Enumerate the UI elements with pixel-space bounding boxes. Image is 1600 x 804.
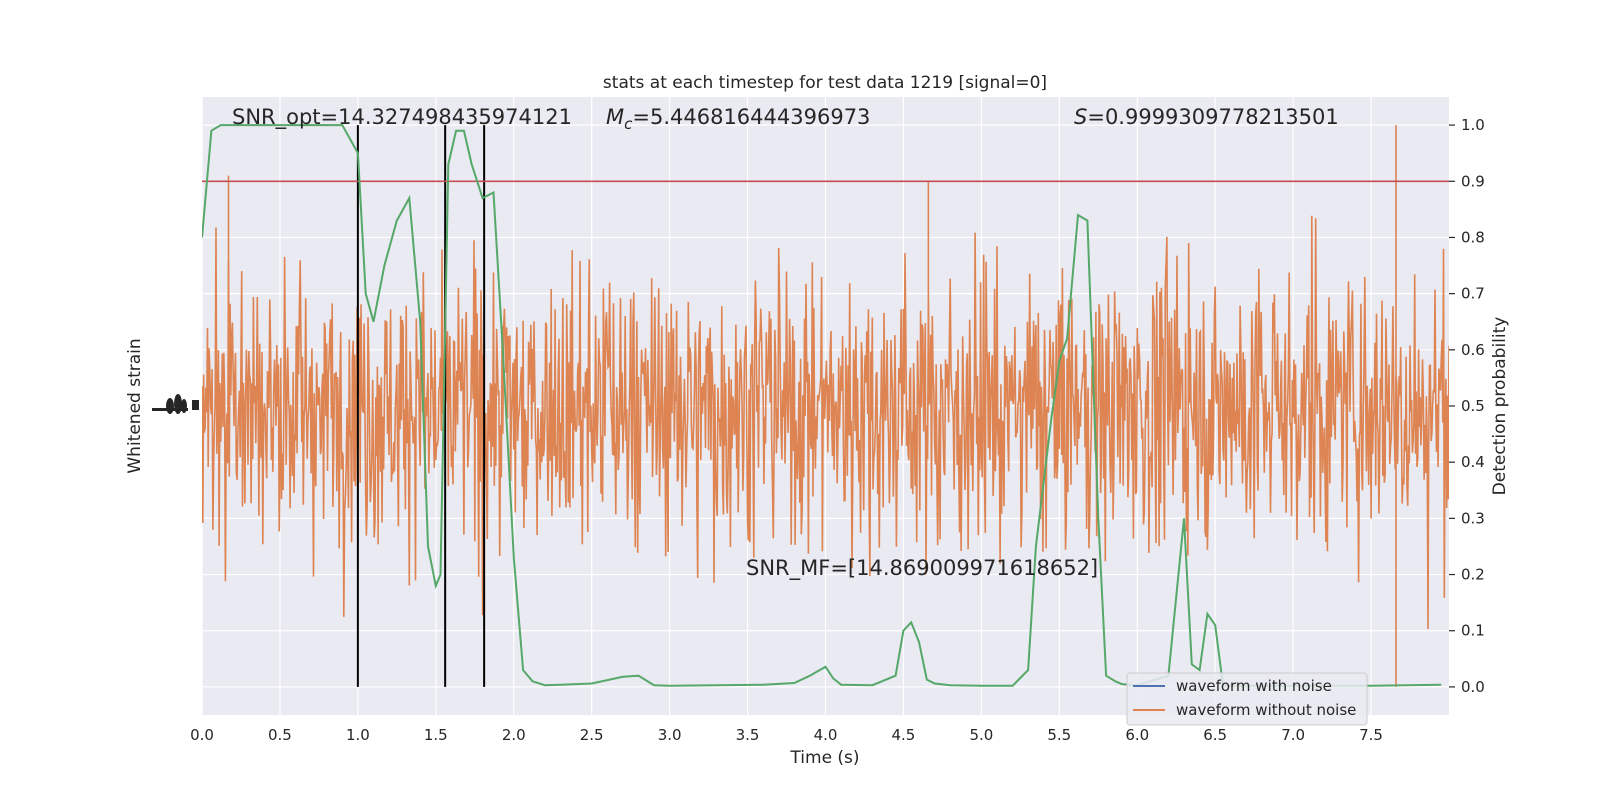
y-right-axis-ticks: 0.0 0.1 0.2 0.3 0.4 0.5 0.6 0.7 0.8 0.9 1.0 bbox=[1449, 116, 1485, 696]
mc-subscript: c bbox=[624, 115, 633, 133]
x-tick-label: 6.0 bbox=[1125, 726, 1149, 744]
x-tick-label: 5.5 bbox=[1047, 726, 1071, 744]
x-axis-label: Time (s) bbox=[789, 748, 859, 768]
y-tick-label: 0.3 bbox=[1461, 509, 1485, 527]
left-axis-overlapping-ticks bbox=[152, 394, 199, 414]
x-tick-label: 0.0 bbox=[190, 726, 214, 744]
y-axis-right-label: Detection probability bbox=[1490, 317, 1510, 496]
x-tick-label: 1.0 bbox=[346, 726, 370, 744]
y-tick-label: 0.8 bbox=[1461, 228, 1485, 246]
x-tick-label: 5.0 bbox=[969, 726, 993, 744]
legend-box bbox=[1126, 672, 1368, 726]
y-tick-label: 1.0 bbox=[1461, 116, 1485, 134]
x-tick-label: 3.0 bbox=[658, 726, 682, 744]
y-tick-label: 0.9 bbox=[1461, 172, 1485, 190]
snr-opt-annotation: SNR_opt=14.327498435974121 bbox=[232, 105, 572, 130]
x-tick-label: 2.5 bbox=[580, 726, 604, 744]
x-axis-ticks: 0.0 0.5 1.0 1.5 2.0 2.5 3.0 3.5 4.0 4.5 5.0 5.5 6.0 6… bbox=[190, 726, 1383, 744]
x-tick-label: 6.5 bbox=[1203, 726, 1227, 744]
y-tick-label: 0.1 bbox=[1461, 622, 1485, 640]
x-tick-label: 1.5 bbox=[424, 726, 448, 744]
mc-symbol: M bbox=[606, 105, 624, 129]
x-tick-label: 4.0 bbox=[814, 726, 838, 744]
noise-trace-path bbox=[202, 215, 1449, 630]
y-tick-label: 0.7 bbox=[1461, 285, 1485, 303]
x-tick-label: 7.5 bbox=[1359, 726, 1383, 744]
mc-value: =5.446816444396973 bbox=[632, 105, 870, 129]
chirp-mass-annotation: Mc=5.446816444396973 bbox=[606, 105, 870, 133]
x-tick-label: 4.5 bbox=[892, 726, 916, 744]
x-tick-label: 0.5 bbox=[268, 726, 292, 744]
y-tick-label: 0.5 bbox=[1461, 397, 1485, 415]
legend-label-with-noise: waveform with noise bbox=[1176, 677, 1332, 695]
legend-label-without-noise: waveform without noise bbox=[1176, 701, 1356, 719]
vertical-markers bbox=[356, 125, 486, 687]
y-tick-label: 0.0 bbox=[1461, 678, 1485, 696]
snr-mf-annotation: SNR_MF=[14.869009971618652] bbox=[746, 556, 1098, 581]
x-tick-label: 7.0 bbox=[1281, 726, 1305, 744]
legend: waveform with noise waveform without noi… bbox=[1126, 672, 1368, 726]
s-annotation: S=0.9999309778213501 bbox=[1074, 105, 1339, 129]
y-tick-label: 0.4 bbox=[1461, 453, 1485, 471]
chart-title: stats at each timestep for test data 121… bbox=[603, 73, 1047, 93]
y-tick-label: 0.2 bbox=[1461, 566, 1485, 584]
y-tick-label: 0.6 bbox=[1461, 341, 1485, 359]
x-tick-label: 2.0 bbox=[502, 726, 526, 744]
s-value: =0.9999309778213501 bbox=[1087, 105, 1338, 129]
s-symbol: S bbox=[1074, 105, 1087, 129]
x-tick-label: 3.5 bbox=[736, 726, 760, 744]
y-axis-left-label: Whitened strain bbox=[125, 338, 145, 473]
waveform-without-noise-trace bbox=[202, 125, 1449, 687]
